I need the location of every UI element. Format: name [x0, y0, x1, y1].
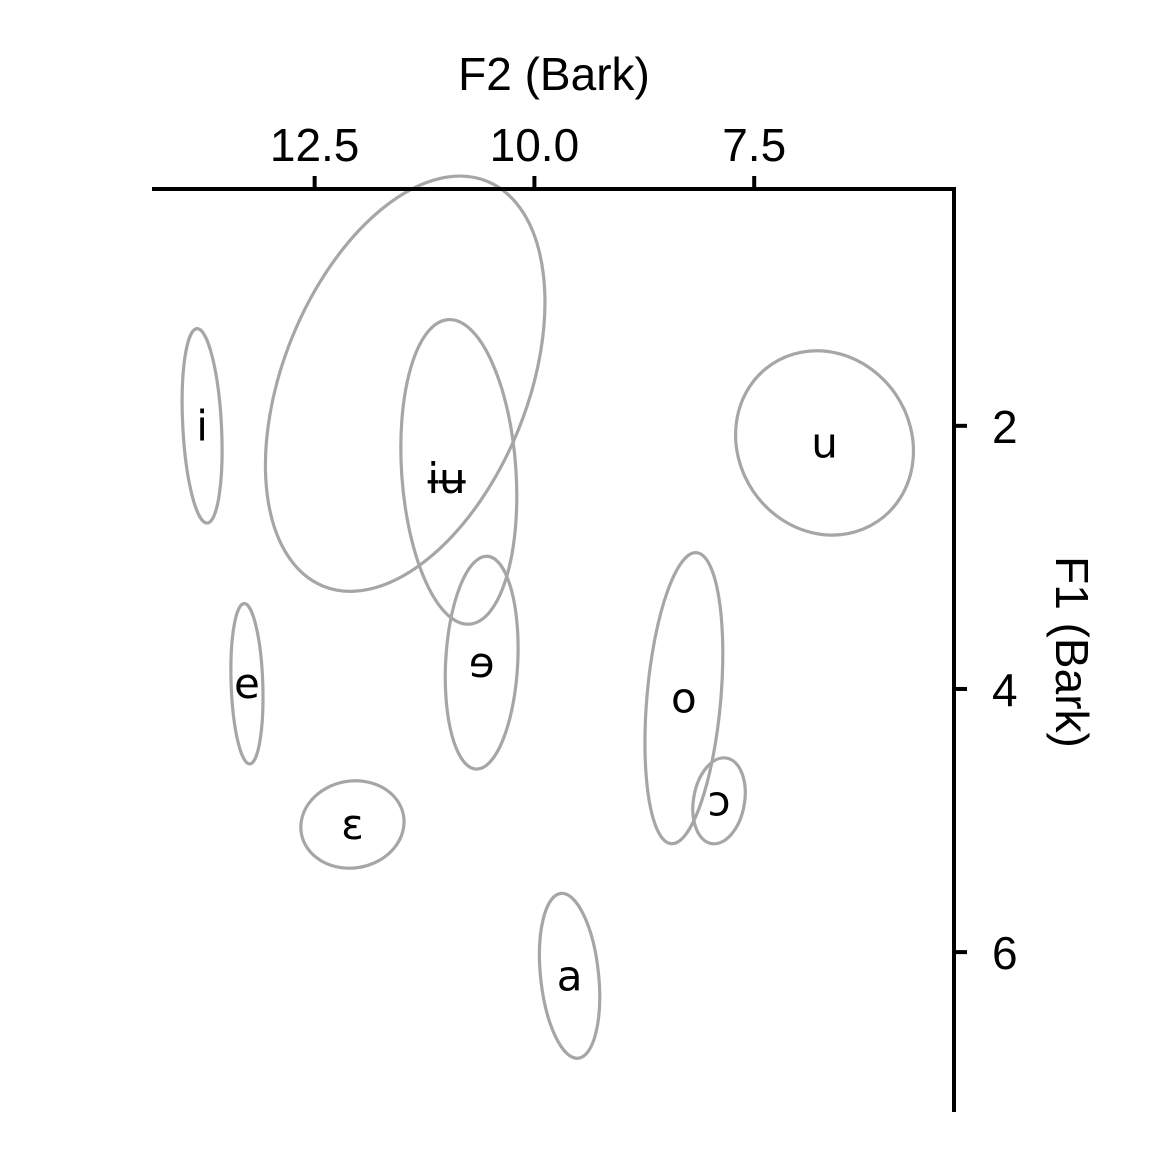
x-axis: 12.5 10.0 7.5: [152, 119, 956, 191]
x-tick-label: 10.0: [490, 119, 580, 171]
vowel-labels: i ɨʉ u e ɘ o ɔ ɛ a: [196, 401, 838, 1000]
vowel-label: ɛ: [341, 800, 364, 849]
x-axis-title: F2 (Bark): [458, 48, 650, 100]
vowel-ellipses: [180, 174, 916, 1060]
vowel-label: ɨʉ: [427, 454, 466, 503]
vowel-label: e: [234, 659, 260, 708]
vowel-label: a: [557, 951, 583, 1000]
y-axis-title: F1 (Bark): [1046, 556, 1098, 748]
vowel-label: u: [811, 418, 838, 467]
vowel-label: i: [196, 401, 208, 450]
vowel-ellipse: [691, 756, 747, 846]
y-tick-label: 6: [992, 927, 1018, 979]
vowel-ellipse: [299, 779, 406, 870]
vowel-ellipse: [229, 601, 265, 766]
vowel-label: ɘ: [469, 638, 495, 687]
vowel-ellipse: [263, 174, 547, 593]
vowel-ellipse: [643, 551, 725, 846]
x-tick-label: 7.5: [722, 119, 786, 171]
vowel-label: o: [671, 674, 697, 723]
x-tick-label: 12.5: [270, 119, 360, 171]
vowel-ellipse: [443, 554, 520, 771]
vowel-ellipse: [537, 891, 602, 1060]
vowel-label: ɔ: [707, 776, 730, 825]
vowel-ellipse: [734, 349, 916, 537]
y-axis: 2 4 6: [952, 187, 1018, 1112]
y-tick-label: 2: [992, 401, 1018, 453]
vowel-ellipse: [399, 317, 519, 626]
vowel-ellipse: [180, 326, 224, 525]
y-tick-label: 4: [992, 664, 1018, 716]
